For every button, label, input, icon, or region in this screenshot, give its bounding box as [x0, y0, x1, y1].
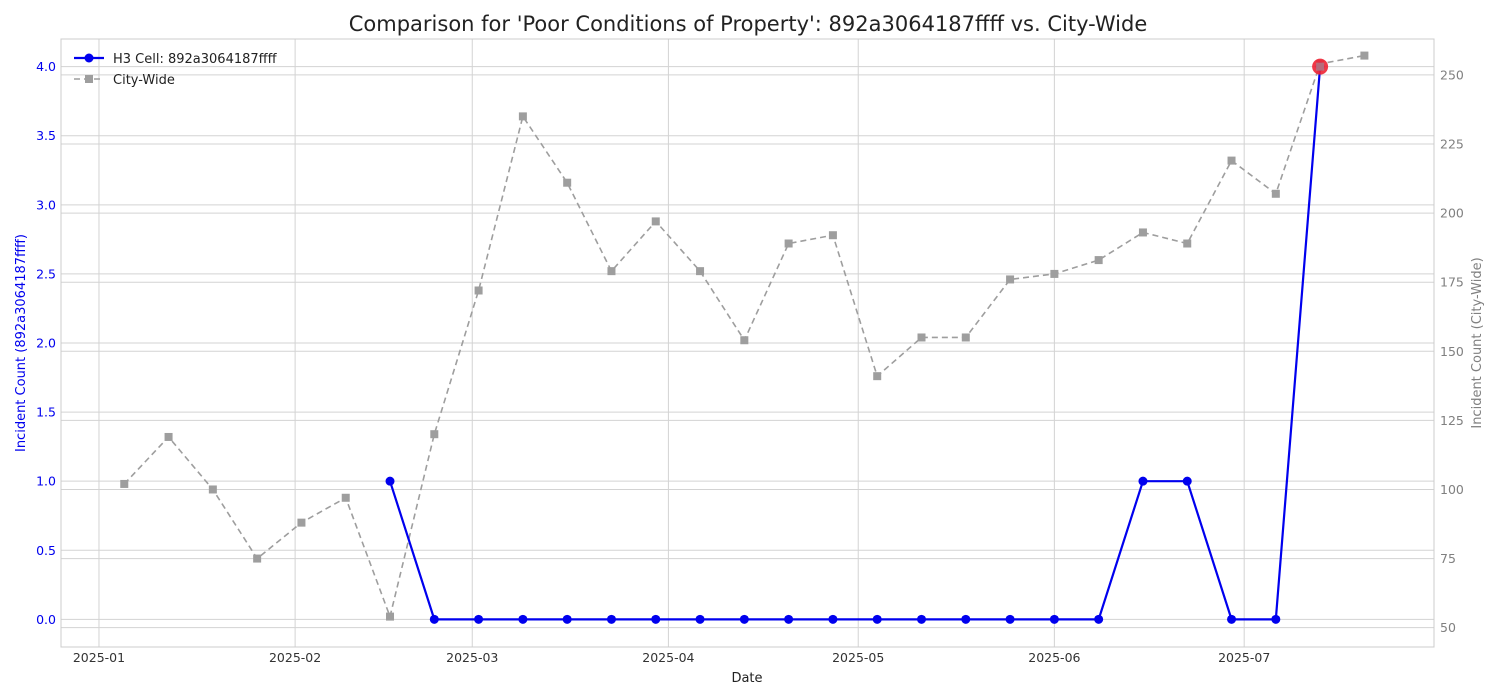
y-left-tick-label: 1.5 [36, 405, 56, 420]
city-point [784, 239, 793, 248]
h3-point [385, 476, 395, 486]
city-point [1050, 269, 1059, 278]
chart-title: Comparison for 'Poor Conditions of Prope… [349, 12, 1148, 36]
h3-point [651, 614, 661, 624]
y-right-tick-label: 250 [1440, 67, 1464, 82]
city-point [917, 333, 926, 342]
city-point [873, 372, 882, 381]
x-tick-label: 2025-05 [832, 650, 884, 665]
city-point [208, 485, 217, 494]
city-point [651, 217, 660, 226]
y-axis-right-ticks: 50 75 100 125 150 175 200 225 250 [1440, 67, 1464, 635]
h3-point [872, 614, 882, 624]
x-tick-label: 2025-01 [73, 650, 125, 665]
y-left-tick-label: 4.0 [36, 59, 56, 74]
city-point [253, 554, 262, 563]
y-axis-left-label: Incident Count (892a3064187ffff) [14, 234, 29, 452]
city-point [1183, 239, 1192, 248]
city-point [961, 333, 970, 342]
h3-point [739, 614, 749, 624]
y-left-tick-label: 2.0 [36, 336, 56, 351]
y-left-tick-label: 0.5 [36, 543, 56, 558]
legend-label-city: City-Wide [113, 73, 175, 88]
highlight-city-point [1316, 62, 1325, 71]
h3-point [828, 614, 838, 624]
h3-point [518, 614, 528, 624]
y-axis-left-ticks: 0.0 0.5 1.0 1.5 2.0 2.5 3.0 3.5 4.0 [36, 59, 56, 627]
legend-marker-city [85, 75, 93, 83]
city-point [518, 112, 527, 121]
y-right-tick-label: 175 [1440, 275, 1464, 290]
y-right-tick-label: 75 [1440, 551, 1456, 566]
city-point [828, 231, 837, 240]
y-left-tick-label: 3.5 [36, 128, 56, 143]
legend: H3 Cell: 892a3064187ffff City-Wide [74, 52, 278, 88]
y-right-tick-label: 200 [1440, 206, 1464, 221]
city-point [341, 493, 350, 502]
y-right-tick-label: 50 [1440, 620, 1456, 635]
series-line-city [123, 54, 1365, 620]
y-left-tick-label: 3.0 [36, 197, 56, 212]
city-point [1360, 51, 1369, 60]
city-point [430, 430, 439, 439]
h3-point [606, 614, 616, 624]
y-right-tick-label: 150 [1440, 344, 1464, 359]
h3-point [1138, 476, 1148, 486]
h3-point [1049, 614, 1059, 624]
h3-point [562, 614, 572, 624]
x-tick-label: 2025-04 [642, 650, 694, 665]
legend-marker-h3 [84, 53, 94, 63]
y-right-tick-label: 125 [1440, 413, 1464, 428]
y-left-tick-label: 2.5 [36, 266, 56, 281]
x-tick-label: 2025-06 [1028, 650, 1080, 665]
h3-point [695, 614, 705, 624]
h3-point [1227, 614, 1237, 624]
h3-point [474, 614, 484, 624]
grid [61, 39, 1434, 647]
h3-point [916, 614, 926, 624]
city-point [1094, 256, 1103, 265]
city-point [386, 612, 395, 621]
h3-point [1005, 614, 1015, 624]
city-point [696, 267, 705, 276]
h3-point [1271, 614, 1281, 624]
city-point [1138, 228, 1147, 237]
city-point [1006, 275, 1015, 284]
legend-label-h3: H3 Cell: 892a3064187ffff [113, 52, 278, 67]
city-point [120, 479, 129, 488]
x-axis-ticks: 2025-01 2025-02 2025-03 2025-04 2025-05 2025-… [73, 650, 1270, 665]
h3-point [1094, 614, 1104, 624]
city-point [1271, 189, 1280, 198]
y-right-tick-label: 100 [1440, 482, 1464, 497]
city-point [474, 286, 483, 295]
series-line-h3 [388, 66, 1322, 621]
y-right-tick-label: 225 [1440, 137, 1464, 152]
city-point [164, 432, 173, 441]
city-point [297, 518, 306, 527]
h3-point [429, 614, 439, 624]
h3-point [961, 614, 971, 624]
x-axis-label: Date [731, 671, 762, 686]
x-tick-label: 2025-07 [1218, 650, 1270, 665]
h3-point [1182, 476, 1192, 486]
city-point [563, 178, 572, 187]
city-point [607, 267, 616, 276]
y-axis-right-label: Incident Count (City-Wide) [1470, 257, 1485, 428]
y-left-tick-label: 1.0 [36, 474, 56, 489]
city-point [740, 336, 749, 345]
y-left-tick-label: 0.0 [36, 612, 56, 627]
series-markers [120, 51, 1369, 624]
x-tick-label: 2025-02 [269, 650, 321, 665]
plot-frame [60, 38, 1435, 648]
x-tick-label: 2025-03 [446, 650, 498, 665]
city-point [1227, 156, 1236, 165]
h3-point [784, 614, 794, 624]
